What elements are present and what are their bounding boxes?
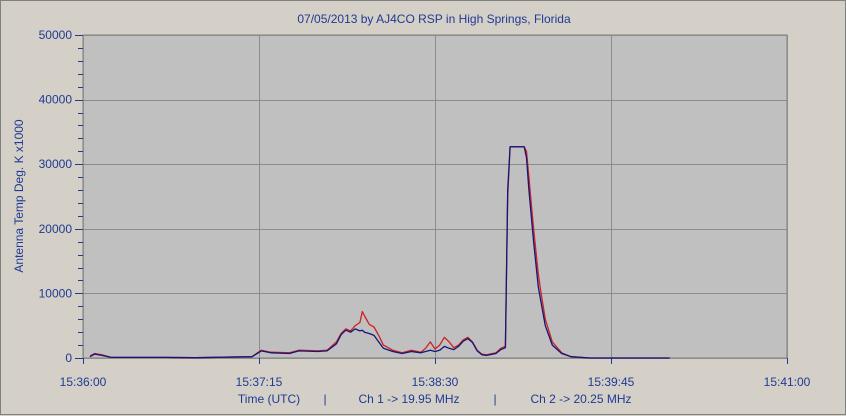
series-line-ch1 xyxy=(89,146,670,359)
series-layer xyxy=(89,146,670,359)
x-axis-tick-labels: 15:36:00 15:37:15 15:38:30 15:39:45 15:41:00 xyxy=(60,375,811,389)
y-tick-label: 10000 xyxy=(39,286,73,300)
y-tick-label: 30000 xyxy=(39,157,73,171)
x-tick-label: 15:36:00 xyxy=(60,375,107,389)
y-tick-label: 20000 xyxy=(39,222,73,236)
y-axis-label: Antenna Temp Deg. K x1000 xyxy=(12,119,26,273)
x-tick-label: 15:39:45 xyxy=(588,375,635,389)
x-tick-label: 15:37:15 xyxy=(236,375,283,389)
series-line-ch2 xyxy=(89,146,670,359)
y-minor-ticks xyxy=(75,35,83,359)
legend-ch1-label: Ch 1 -> 19.95 MHz xyxy=(358,392,459,406)
y-tick-label: 40000 xyxy=(39,93,73,107)
chart-title: 07/05/2013 by AJ4CO RSP in High Springs,… xyxy=(297,12,571,26)
footer-separator-2: | xyxy=(493,392,496,406)
x-tick-label: 15:38:30 xyxy=(412,375,459,389)
footer-separator-1: | xyxy=(323,392,326,406)
x-tick-label: 15:41:00 xyxy=(764,375,811,389)
x-axis-label: Time (UTC) xyxy=(238,392,300,406)
y-tick-label: 50000 xyxy=(39,28,73,42)
y-tick-label: 0 xyxy=(65,351,72,365)
legend-ch2-label: Ch 2 -> 20.25 MHz xyxy=(530,392,631,406)
y-axis-tick-labels: 0 10000 20000 30000 40000 50000 xyxy=(39,28,73,365)
